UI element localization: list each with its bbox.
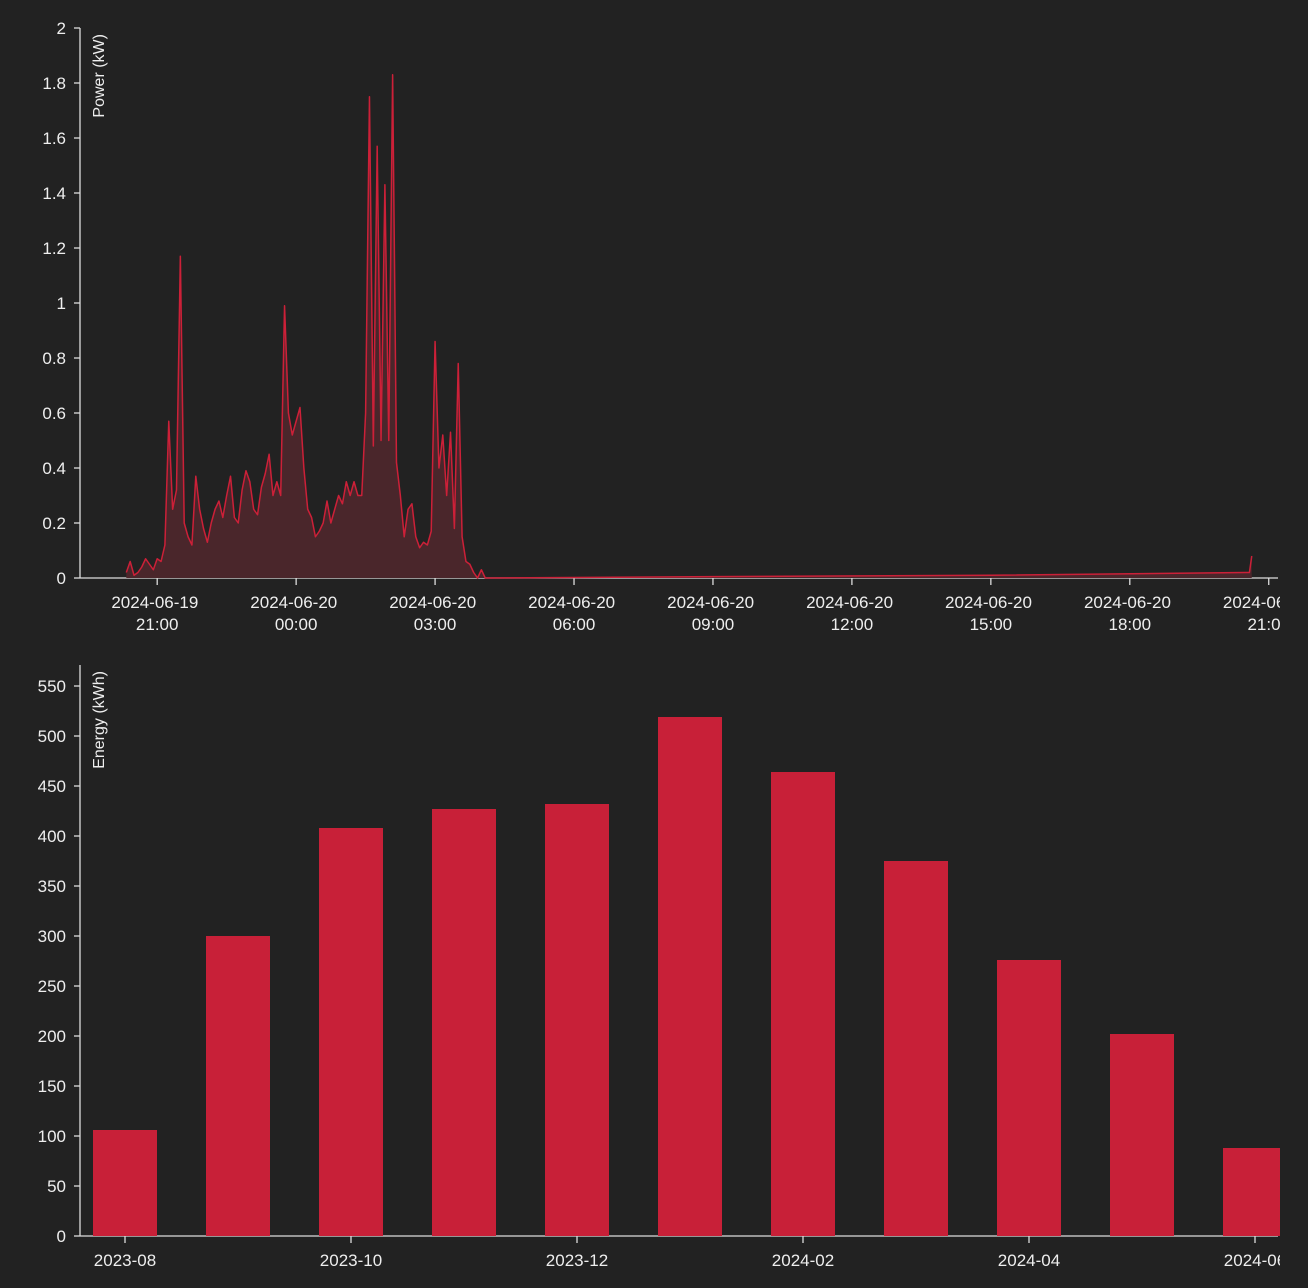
bar [658, 717, 722, 1236]
x-tick-label: 2024-02 [772, 1251, 834, 1270]
y-tick-label: 200 [38, 1027, 66, 1046]
bar [432, 809, 496, 1236]
x-tick-label: 2024-04 [998, 1251, 1060, 1270]
charts: 0 0.2 0.4 0.6 0.8 1 1.2 1.4 1.6 1.8 2 Power (kW) 202… [38, 19, 1280, 1270]
bar [997, 960, 1061, 1236]
x-tick-label: 2023-08 [94, 1251, 156, 1270]
x-tick-label: 2024-06-19 21:00 [111, 593, 203, 634]
bar [1110, 1034, 1174, 1236]
bar [93, 1130, 157, 1236]
line [125, 74, 1253, 579]
y-tick-label: 1.2 [42, 239, 66, 258]
bar [319, 828, 383, 1236]
x-tick-label: 2024-06-20 21:00 [1223, 593, 1280, 634]
y-tick-label: 0.4 [42, 459, 66, 478]
y-tick-label: 100 [38, 1127, 66, 1146]
x-tick-label: 2023-12 [546, 1251, 608, 1270]
bar [771, 772, 835, 1236]
x-tick-label: 2024-06-20 06:00 [528, 593, 620, 634]
y-tick-label: 1.4 [42, 184, 66, 203]
x-tick-label: 2024-06-20 00:00 [250, 593, 342, 634]
x-tick-label: 2024-06-20 03:00 [389, 593, 481, 634]
y-tick-label: 350 [38, 877, 66, 896]
x-tick-label: 2024-06-20 09:00 [667, 593, 759, 634]
x-tick-label: 2023-10 [320, 1251, 382, 1270]
y-tick-label: 300 [38, 927, 66, 946]
y-tick-label: 550 [38, 677, 66, 696]
y-tick-label: 250 [38, 977, 66, 996]
y-tick-label: 450 [38, 777, 66, 796]
y-tick-label: 0.6 [42, 404, 66, 423]
bar [545, 804, 609, 1236]
bar [884, 861, 948, 1236]
y-tick-label: 400 [38, 827, 66, 846]
y-axis-label: Energy (kWh) [91, 671, 108, 769]
y-tick-label: 1.8 [42, 74, 66, 93]
y-tick-label: 2 [57, 19, 66, 38]
y-tick-label: 1 [57, 294, 66, 313]
x-tick-label: 2024-06-20 12:00 [806, 593, 898, 634]
y-tick-label: 0.2 [42, 514, 66, 533]
x-tick-label: 2024-06 [1224, 1251, 1280, 1270]
bar [1223, 1148, 1280, 1236]
y-tick-label: 1.6 [42, 129, 66, 148]
area [126, 74, 1252, 578]
x-tick-label: 2024-06-20 15:00 [945, 593, 1037, 634]
x-tick-label: 2024-06-20 18:00 [1084, 593, 1176, 634]
y-tick-label: 0 [57, 569, 66, 588]
y-tick-label: 500 [38, 727, 66, 746]
y-axis-label: Power (kW) [91, 34, 108, 118]
y-tick-label: 50 [47, 1177, 66, 1196]
y-tick-label: 0.8 [42, 349, 66, 368]
y-tick-label: 150 [38, 1077, 66, 1096]
y-tick-label: 0 [57, 1227, 66, 1246]
bar [206, 936, 270, 1236]
